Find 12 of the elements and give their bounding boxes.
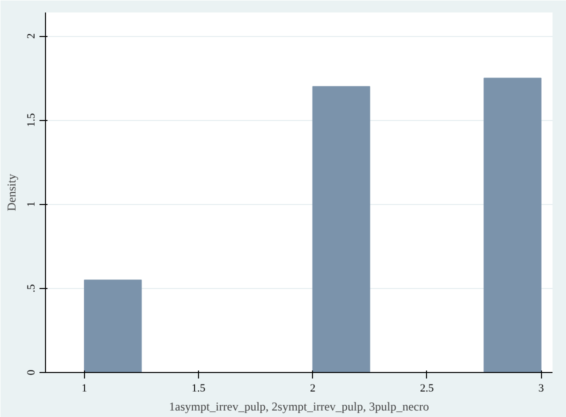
y-tick-label: 1.5 [26,112,38,128]
x-tick-label: 1.5 [192,382,206,394]
y-tick-label: 2 [26,33,38,39]
y-axis-title: Density [4,174,18,212]
x-tick-label: 2.5 [420,382,434,394]
y-tick-label: 1 [26,202,38,208]
x-tick-label: 3 [538,382,544,394]
y-tick-label: 0 [26,369,38,376]
x-tick-label: 2 [310,382,316,394]
x-tick-label: 1 [82,382,88,394]
y-tick-label: .5 [26,284,38,293]
x-axis-title: 1asympt_irrev_pulp, 2sympt_irrev_pulp, 3pulp_necro [169,400,429,414]
